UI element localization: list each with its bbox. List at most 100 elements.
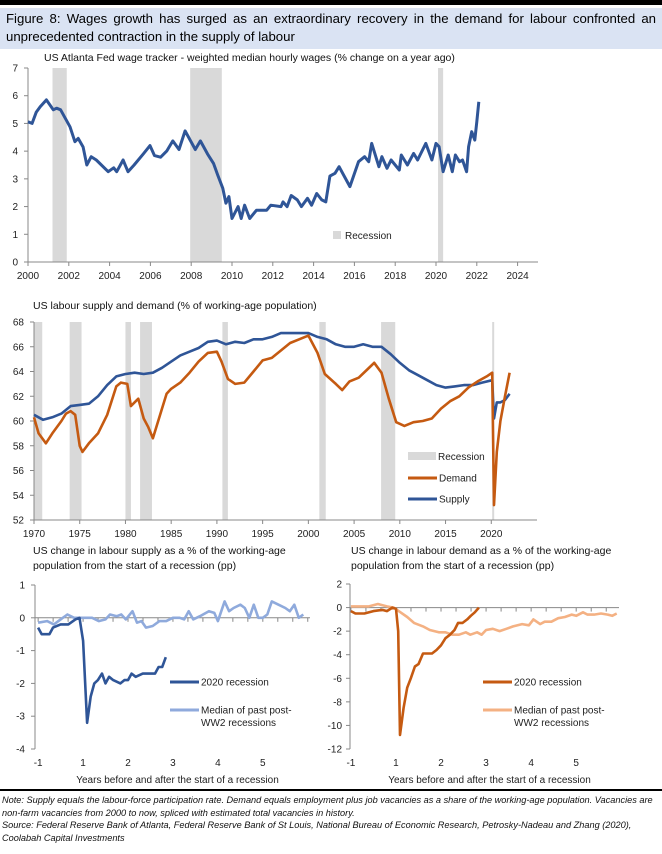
chart-title-wages: US Atlanta Fed wage tracker - weighted m…	[44, 52, 455, 64]
recession-bar	[34, 322, 43, 520]
x-tick-label: 2010	[221, 271, 244, 282]
y-tick-label: 0	[336, 603, 342, 614]
y-tick-label: 3	[12, 174, 18, 185]
y-tick-label: 2	[336, 580, 342, 591]
legend-label: 2020 recession	[201, 678, 269, 689]
x-tick-label: 1970	[23, 529, 46, 540]
y-tick-label: 1	[19, 581, 25, 592]
x-tick-label: 2004	[98, 271, 121, 282]
x-tick-label: 1990	[206, 529, 229, 540]
legend: Recession Demand Supply	[408, 452, 485, 506]
legend-label: Recession	[345, 231, 392, 242]
x-tick-label: 2014	[302, 271, 325, 282]
x-tick-label: 2000	[17, 271, 40, 282]
legend-label: Demand	[439, 474, 477, 485]
x-tick-label: 2016	[343, 271, 366, 282]
x-tick-label: 1975	[69, 529, 92, 540]
legend-label: WW2 recessions	[201, 718, 276, 729]
x-tick-label: 1	[393, 758, 399, 769]
chart-2: -4 -3 -2 -1 0 1 -1 1 2 3 4 5 Years before and after …	[16, 581, 310, 786]
y-tick-label: 56	[13, 466, 25, 477]
series-line-median-of-past-post-ww2-recessions	[37, 600, 305, 629]
series-line-median-of-past-post-ww2-recessions	[350, 602, 618, 636]
y-tick-label: -8	[333, 697, 342, 708]
figure-title: Figure 8: Wages growth has surged as an …	[0, 8, 662, 49]
y-tick-label: 58	[13, 441, 25, 452]
y-tick-label: 54	[13, 491, 25, 502]
y-tick-label: 64	[13, 367, 25, 378]
y-tick-label: 52	[13, 516, 25, 527]
note-rule	[0, 789, 662, 791]
x-tick-label: 1980	[114, 529, 137, 540]
x-tick-label: 2018	[384, 271, 407, 282]
footnote: Note: Supply equals the labour-force par…	[2, 794, 660, 844]
x-tick-label: 2005	[343, 529, 366, 540]
x-tick-label: 2010	[389, 529, 412, 540]
x-tick-label: 2000	[297, 529, 320, 540]
y-tick-label: 1	[12, 230, 18, 241]
x-tick-label: 2008	[180, 271, 203, 282]
legend-swatch-recession	[408, 452, 436, 460]
y-tick-label: -10	[328, 721, 343, 732]
x-tick-label: 2	[438, 758, 444, 769]
x-tick-label: 1995	[252, 529, 275, 540]
x-tick-label: -1	[34, 758, 43, 769]
recession-bar	[319, 322, 326, 520]
series-line-2020-recession	[36, 616, 168, 725]
y-tick-label: -3	[16, 712, 25, 723]
x-tick-label: 2020	[480, 529, 503, 540]
source-text: Source: Federal Reserve Bank of Atlanta,…	[2, 820, 632, 843]
legend-label: Median of past post-	[514, 706, 605, 717]
y-tick-label: 5	[12, 119, 18, 130]
y-tick-label: 2	[12, 202, 18, 213]
y-tick-label: 6	[12, 91, 18, 102]
series-line-demand	[32, 334, 511, 507]
x-tick-label: 5	[573, 758, 579, 769]
x-tick-label: 1	[80, 758, 86, 769]
recession-bar	[52, 68, 67, 262]
x-tick-label: 2015	[434, 529, 457, 540]
y-tick-label: -4	[333, 650, 342, 661]
recession-bar	[190, 68, 222, 262]
x-tick-label: -1	[346, 758, 355, 769]
x-tick-label: 2020	[425, 271, 448, 282]
note-text: Note: Supply equals the labour-force par…	[2, 795, 653, 818]
recession-bar	[222, 322, 228, 520]
y-tick-label: -2	[333, 627, 342, 638]
x-tick-label: 1985	[160, 529, 183, 540]
y-tick-label: 7	[12, 64, 18, 75]
legend-label: Supply	[439, 495, 470, 506]
x-tick-label: 2024	[506, 271, 529, 282]
y-tick-label: -4	[16, 745, 25, 756]
series-line-wage-growth	[27, 98, 481, 220]
x-tick-label: 2012	[262, 271, 285, 282]
legend-label: Recession	[438, 452, 485, 463]
x-tick-label: 2002	[58, 271, 81, 282]
y-tick-label: 66	[13, 342, 25, 353]
y-tick-label: -6	[333, 674, 342, 685]
chart-0: 0 1 2 3 4 5 6 7 2000 2002 2004 2006 2008 2010 2012 2014…	[12, 64, 538, 282]
legend: 2020 recession Median of past post-WW2 re…	[483, 678, 605, 729]
y-tick-label: 60	[13, 417, 25, 428]
chart-title-supply-demand: US labour supply and demand (% of workin…	[33, 300, 317, 312]
y-tick-label: 0	[19, 613, 25, 624]
recession-bar	[381, 322, 396, 520]
x-tick-label: 3	[170, 758, 176, 769]
y-tick-label: -1	[16, 646, 25, 657]
y-tick-label: 62	[13, 392, 25, 403]
x-tick-label: 3	[483, 758, 489, 769]
chart-title-supply-change: US change in labour supply as a % of the…	[33, 545, 286, 572]
chart-3: -12 -10 -8 -6 -4 -2 0 2 -1 1 2 3 4 5 Years before and …	[328, 580, 619, 786]
y-tick-label: -2	[16, 679, 25, 690]
x-axis-title: Years before and after the start of a re…	[388, 775, 591, 786]
x-tick-label: 4	[528, 758, 534, 769]
legend-label: 2020 recession	[514, 678, 582, 689]
chart-1: 52 54 56 58 60 62 64 66 68 1970 1975 1980 1985 1990 19…	[13, 318, 537, 540]
legend-label: Median of past post-	[201, 706, 292, 717]
y-tick-label: -12	[328, 745, 343, 756]
legend-swatch-recession	[333, 231, 341, 239]
x-tick-label: 2022	[466, 271, 489, 282]
chart-title-demand-change: US change in labour demand as a % of the…	[351, 545, 612, 572]
